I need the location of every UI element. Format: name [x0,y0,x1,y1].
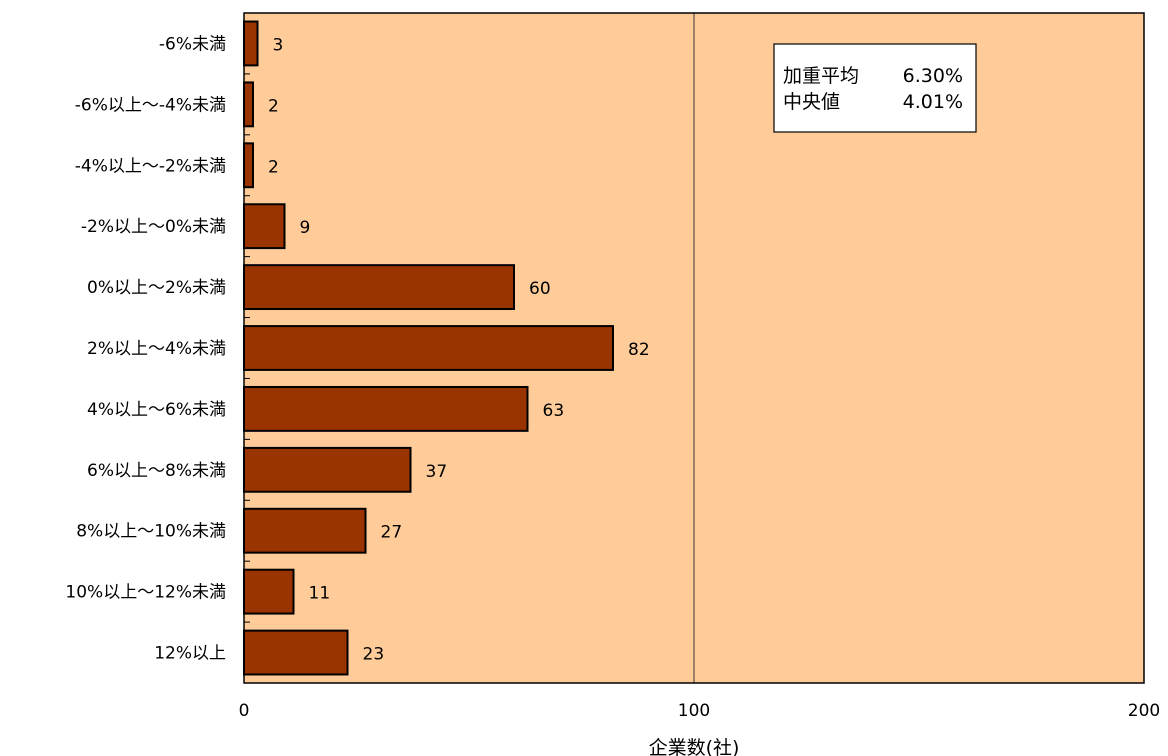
value-label-6: 63 [543,401,565,421]
category-label-9: 10%以上～12%未満 [65,583,226,603]
bar-10 [243,629,349,676]
x-tick-label-100: 100 [678,701,710,721]
category-label-5: 2%以上～4%未満 [87,339,226,359]
category-label-2: -4%以上～-2%未満 [75,156,226,176]
stats-label-weighted-average: 加重平均 [783,65,859,87]
x-tick-labels: 0 100 200 [239,701,1161,721]
stats-value-weighted-average: 6.30% [903,65,963,87]
x-tick-label-200: 200 [1128,701,1160,721]
value-labels: 3 2 2 9 60 82 63 37 27 11 23 [268,35,650,664]
bar-5 [243,325,614,371]
bar-1 [243,81,254,128]
bars [243,20,614,676]
category-label-6: 4%以上～6%未満 [87,400,226,420]
stats-box-frame [773,43,977,133]
value-label-3: 9 [300,218,311,238]
value-label-0: 3 [273,35,284,55]
value-label-8: 27 [381,523,403,543]
value-label-10: 23 [363,645,385,665]
category-label-10: 12%以上 [154,644,226,664]
value-label-5: 82 [628,340,650,360]
value-label-4: 60 [529,279,551,299]
stats-box: 加重平均 6.30% 中央値 4.01% [773,43,977,133]
x-axis-title: 企業数(社) [649,737,740,756]
x-tick-label-0: 0 [239,701,250,721]
stats-label-median: 中央値 [783,91,840,113]
category-labels: -6%未満 -6%以上～-4%未満 -4%以上～-2%未満 -2%以上～0%未満 0%以… [65,34,226,663]
bar-8 [243,507,367,554]
value-label-1: 2 [268,96,279,116]
value-label-7: 37 [426,462,448,482]
category-label-3: -2%以上～0%未満 [81,217,226,237]
category-label-4: 0%以上～2%未満 [87,278,226,298]
bar-4 [243,264,515,311]
bar-2 [243,142,254,189]
category-label-8: 8%以上～10%未満 [76,522,226,542]
value-label-9: 11 [309,584,331,604]
value-label-2: 2 [268,157,279,177]
bar-6 [243,385,529,432]
bar-0 [243,20,259,67]
category-label-0: -6%未満 [159,34,226,54]
plot-frame [243,12,1145,684]
bar-7 [243,446,412,493]
stats-value-median: 4.01% [903,91,963,113]
category-label-7: 6%以上～8%未満 [87,461,226,481]
bar-9 [243,568,295,615]
category-label-1: -6%以上～-4%未満 [75,95,226,115]
bar-3 [243,203,286,250]
